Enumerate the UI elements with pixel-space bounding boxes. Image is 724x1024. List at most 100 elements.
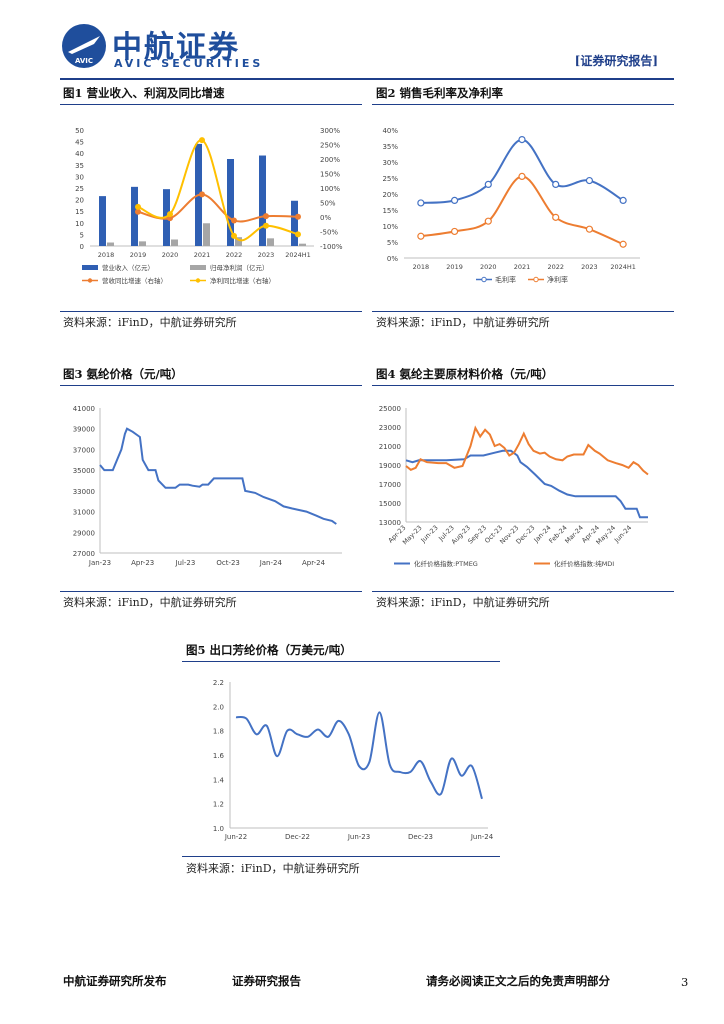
fig3-y-tick: 37000 (73, 446, 95, 454)
fig2-source: 资料来源：iFinD，中航证券研究所 (376, 316, 550, 329)
fig1-x-tick: 2024H1 (285, 251, 311, 259)
fig3-title-rule (60, 385, 362, 386)
fig3-title: 图3 氨纶价格（元/吨） (63, 367, 183, 381)
fig1-bar-profit (139, 241, 146, 246)
fig1-legend-label: 营业收入（亿元） (102, 263, 154, 272)
fig2-y-tick: 25% (382, 175, 398, 183)
fig2-y-tick: 40% (382, 127, 398, 135)
fig1-x-tick: 2023 (258, 251, 275, 259)
fig2-x-tick: 2019 (446, 263, 463, 271)
fig2-x-tick: 2023 (581, 263, 598, 271)
fig1-x-tick: 2019 (130, 251, 147, 259)
fig1-bar-profit (235, 237, 242, 246)
fig4-bottom-rule (372, 591, 674, 592)
fig1-left-tick: 45 (75, 139, 84, 147)
fig4-source: 资料来源：iFinD，中航证券研究所 (376, 596, 550, 609)
fig1-bottom-rule (60, 311, 362, 312)
fig3-x-tick: Oct-23 (216, 559, 240, 567)
fig3-source: 资料来源：iFinD，中航证券研究所 (63, 596, 237, 609)
fig2-y-tick: 0% (387, 255, 398, 263)
fig4-x-tick: Jun-23 (419, 524, 440, 545)
fig2-point (552, 213, 560, 221)
fig1-right-tick: 50% (320, 200, 336, 208)
fig1-bar-profit (267, 238, 274, 246)
fig3-bottom-rule (60, 591, 362, 592)
fig1-line-profit-growth (137, 139, 299, 242)
fig2-point (619, 240, 627, 248)
header: AVIC 中航证券 AVIC SECURITIES [证券研究报告] (0, 0, 724, 80)
fig2-x-tick: 2020 (480, 263, 497, 271)
fig4-line-mdi (405, 425, 649, 476)
page-number: 3 (681, 975, 689, 989)
fig2-point (552, 180, 560, 189)
fig2-point (484, 217, 492, 225)
fig4-legend-label: 化纤价格指数:PTMEG (414, 559, 478, 568)
fig1-point (135, 203, 141, 210)
fig4-y-tick: 25000 (379, 405, 401, 413)
fig2-y-tick: 20% (382, 191, 398, 199)
footer-disclaimer: 请务必阅读正文之后的免责声明部分 (426, 974, 610, 988)
fig5-y-tick: 2.0 (213, 703, 224, 711)
fig1-point (167, 211, 173, 218)
fig2-point (585, 176, 594, 185)
fig1-right-tick: 200% (320, 156, 340, 164)
fig5-y-tick: 1.6 (213, 752, 225, 760)
fig3-y-tick: 35000 (73, 467, 95, 475)
fig1-legend-swatch (190, 265, 206, 270)
fig3-x-tick: Apr-23 (131, 559, 154, 567)
fig1-point (295, 231, 301, 238)
fig2-line-net-margin (420, 175, 624, 246)
fig5-title: 图5 出口芳纶价格（万美元/吨） (186, 643, 352, 657)
fig1-left-tick: 5 (80, 231, 84, 239)
fig2-title-rule (372, 104, 674, 105)
fig1-point (263, 222, 269, 229)
fig4-y-tick: 21000 (379, 443, 401, 451)
fig1-x-tick: 2018 (98, 251, 115, 259)
fig2-y-tick: 10% (382, 223, 398, 231)
fig2-legend-label: 净利率 (547, 275, 568, 284)
fig1-chart: 0 5 10 15 20 25 30 35 40 45 50 -100% -50% 0% 50% 100% 15… (75, 127, 343, 285)
fig1-point (231, 217, 237, 224)
fig1-bar-profit (107, 242, 114, 246)
fig2-line-gross-margin (420, 138, 624, 204)
fig2-title: 图2 销售毛利率及净利率 (376, 86, 504, 100)
fig5-y-tick: 1.2 (213, 801, 224, 809)
fig1-left-tick: 25 (75, 185, 84, 193)
fig5-x-tick: Dec-22 (285, 833, 310, 841)
fig5-bottom-rule (182, 856, 500, 857)
fig1-bar-profit (299, 243, 306, 246)
fig2-y-tick: 35% (382, 143, 398, 151)
fig1-right-tick: 300% (320, 127, 340, 135)
fig2-bottom-rule (372, 311, 674, 312)
fig1-legend-marker (87, 278, 93, 283)
fig5-chart: 1.0 1.2 1.4 1.6 1.8 2.0 2.2 Jun-22 Dec-22 Jun-23 D… (213, 679, 494, 841)
fig5-x-tick: Jun-24 (470, 833, 494, 841)
fig1-point (231, 232, 237, 239)
fig4-y-tick: 19000 (379, 462, 401, 470)
footer-publisher: 中航证券研究所发布 (63, 974, 167, 988)
fig1-left-tick: 35 (75, 162, 84, 170)
fig1-left-tick: 10 (75, 220, 84, 228)
fig1-legend-swatch (82, 265, 98, 270)
fig3-y-tick: 31000 (73, 509, 95, 517)
fig1-title: 图1 营业收入、利润及同比增速 (63, 86, 225, 100)
fig2-point (450, 196, 459, 205)
fig1-bar-revenue (259, 155, 266, 246)
fig5-y-tick: 1.4 (213, 776, 225, 784)
fig5-line-aramid-price (235, 711, 483, 800)
fig1-left-tick: 15 (75, 208, 84, 216)
fig2-point (484, 180, 492, 189)
avic-logo-icon: AVIC (62, 24, 106, 68)
fig4-y-tick: 13000 (379, 519, 401, 527)
fig3-y-tick: 29000 (73, 529, 95, 537)
fig4-title-rule (372, 385, 674, 386)
fig3-y-tick: 27000 (73, 550, 95, 558)
fig1-bar-revenue (131, 186, 138, 246)
fig1-x-tick: 2021 (194, 251, 211, 259)
fig1-bar-revenue (99, 196, 106, 246)
fig4-x-tick: Jun-24 (612, 524, 633, 545)
fig5-x-tick: Jun-22 (224, 833, 247, 841)
fig1-right-tick: -50% (320, 229, 338, 237)
footer-report-type: 证券研究报告 (232, 974, 301, 988)
fig3-y-tick: 41000 (73, 405, 95, 413)
